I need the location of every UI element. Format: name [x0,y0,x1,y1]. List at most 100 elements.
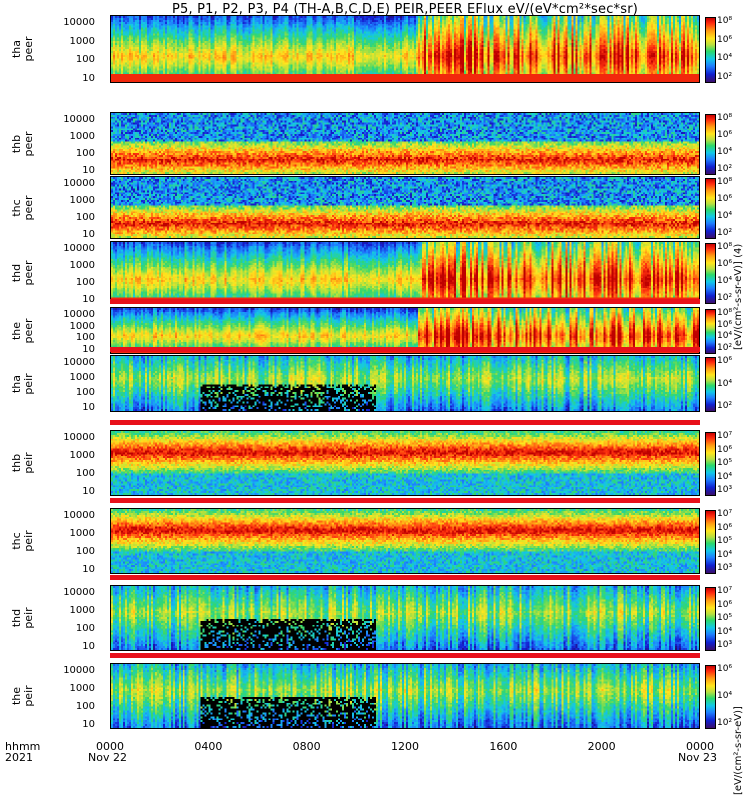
panel-the-peir: the peir 10000 1000 100 10 10⁶ 10⁴ 10² [0,653,750,730]
x-date-label: Nov 23 [678,751,717,764]
x-axis-row2-label: 2021 [5,751,33,764]
colorbar-tick-label: 10⁴ [717,549,733,560]
colorbar [705,178,716,239]
y-tick-label: 10000 [63,17,95,28]
x-tick-label: 1600 [489,740,518,753]
colorbar-tick-label: 10² [717,401,733,411]
colorbar-tick-label: 10³ [717,640,733,650]
y-tick-label: 10 [82,719,95,730]
panel-tha-peir: tha peir 10000 1000 100 10 10⁶ 10⁴ 10² [0,347,750,413]
y-tick-label: 1000 [69,605,95,616]
panel-thc-peir: thc peir 10000 1000 100 10 10⁷ 10⁶ 10⁵ 10⁴ 10³ [0,498,750,575]
panel-label-line: peir [22,607,35,629]
spectrogram-thc-peir [110,508,700,574]
panel-label-line: peer [22,130,35,157]
chart-title: P5, P1, P2, P3, P4 (TH-A,B,C,D,E) PEIR,P… [171,2,639,17]
y-tick-label: 10000 [63,243,95,254]
x-tick-label: 0800 [292,740,321,753]
colorbar-tick-label: 10⁴ [717,276,733,286]
panel-label: tha peer [10,32,35,66]
y-tick-label: 10 [82,402,95,413]
colorbar [705,587,716,651]
panel-thd-peer: thd peer 10000 1000 100 10 10⁸ 10⁶ 10⁴ 10² [0,241,750,305]
y-tick-label: 100 [75,332,95,344]
spectrogram-thc-peer [110,176,700,239]
colorbar-tick-label: 10⁷ [717,586,733,596]
y-tick-label: 1000 [69,450,95,461]
y-tick-label: 10000 [63,178,95,189]
y-tick-label: 10 [82,294,95,305]
panel-label: the peir [10,679,35,713]
mode-bar [110,575,700,580]
colorbar-tick-label: 10² [717,343,733,353]
colorbar [705,17,716,83]
y-tick-label: 10000 [63,357,95,368]
panel-thb-peer: thb peer 10000 1000 100 10 10⁸ 10⁶ 10⁴ 10² [0,112,750,176]
y-tick-label: 1000 [69,683,95,694]
colorbar-tick-label: 10² [717,164,733,174]
colorbar-tick-label: 10⁶ [717,194,733,204]
y-tick-label: 10 [82,641,95,652]
x-tick-label: 2000 [587,740,616,753]
y-tick-label: 10 [82,165,95,176]
panel-label-line: peir [22,530,35,552]
y-tick-label: 10000 [63,114,95,125]
colorbar-tick-label: 10⁸ [717,177,733,187]
panel-label: thc peir [10,524,35,558]
colorbar-tick-label: 10⁶ [717,599,733,610]
panel-thb-peir: thb peir 10000 1000 100 10 10⁷ 10⁶ 10⁵ 10⁴ 10³ [0,420,750,497]
colorbar-tick-label: 10⁷ [717,509,733,519]
colorbar-tick-label: 10⁶ [717,130,733,140]
colorbar-tick-label: 10⁵ [717,536,733,546]
colorbar [705,243,716,304]
panel-label-line: peer [22,317,35,344]
colorbar-units-electron: [eV/(cm²-s-sr-eV)] (4) [733,243,744,350]
y-tick-label: 1000 [69,372,95,383]
spectrogram-tha-peer [110,15,700,83]
panel-label-line: peir [22,372,35,395]
panel-the-peer: the peer 10000 1000 100 10 10⁸ 10⁶ 10⁴ 10² [0,299,750,355]
mode-bar [110,653,700,658]
colorbar-tick-label: 10⁴ [717,147,733,157]
colorbar-tick-label: 10⁴ [717,691,733,701]
y-tick-label: 100 [75,623,95,634]
y-tick-label: 100 [75,546,95,557]
spectrogram-the-peer [110,307,700,354]
panel-thc-peer: thc peer 10000 1000 100 10 10⁸ 10⁶ 10⁴ 10² [0,176,750,240]
spectrogram-the-peir [110,663,700,729]
y-tick-label: 100 [75,54,95,66]
y-tick-label: 1000 [69,131,95,142]
y-tick-label: 10 [82,564,95,575]
y-tick-label: 1000 [69,320,95,332]
panel-label: thb peer [10,127,35,161]
spectrogram-thb-peer [110,112,700,175]
panel-thd-peir: thd peir 10000 1000 100 10 10⁷ 10⁶ 10⁵ 10⁴ 10³ [0,575,750,652]
y-tick-label: 10000 [63,665,95,676]
mode-bar [110,299,700,304]
colorbar-tick-label: 10⁴ [717,211,733,221]
y-tick-label: 1000 [69,260,95,271]
y-tick-label: 1000 [69,195,95,206]
panel-tha-peer: tha peer 10000 1000 100 10 10⁸ 10⁶ 10⁴ 10² [0,15,750,84]
colorbar-tick-label: 10⁴ [717,53,733,64]
y-tick-label: 10000 [63,309,95,320]
y-tick-label: 100 [75,212,95,223]
y-tick-label: 100 [75,277,95,288]
mode-bar [110,420,700,425]
y-tick-label: 10 [82,229,95,240]
colorbar-tick-label: 10² [717,293,733,303]
x-date-label: Nov 22 [88,751,127,764]
y-tick-label: 100 [75,701,95,712]
panel-label: thc peer [10,191,35,225]
colorbar-tick-label: 10⁵ [717,458,733,468]
colorbar [705,114,716,175]
colorbar-tick-label: 10⁶ [717,356,733,366]
spectrogram-thd-peer [110,241,700,304]
colorbar-tick-label: 10³ [717,563,733,573]
colorbar-tick-label: 10² [717,72,733,82]
y-tick-label: 100 [75,468,95,479]
spectrogram-tha-peir [110,355,700,412]
colorbar-tick-label: 10² [717,718,733,728]
colorbar-tick-label: 10⁴ [717,471,733,482]
panel-label: thd peer [10,256,35,290]
